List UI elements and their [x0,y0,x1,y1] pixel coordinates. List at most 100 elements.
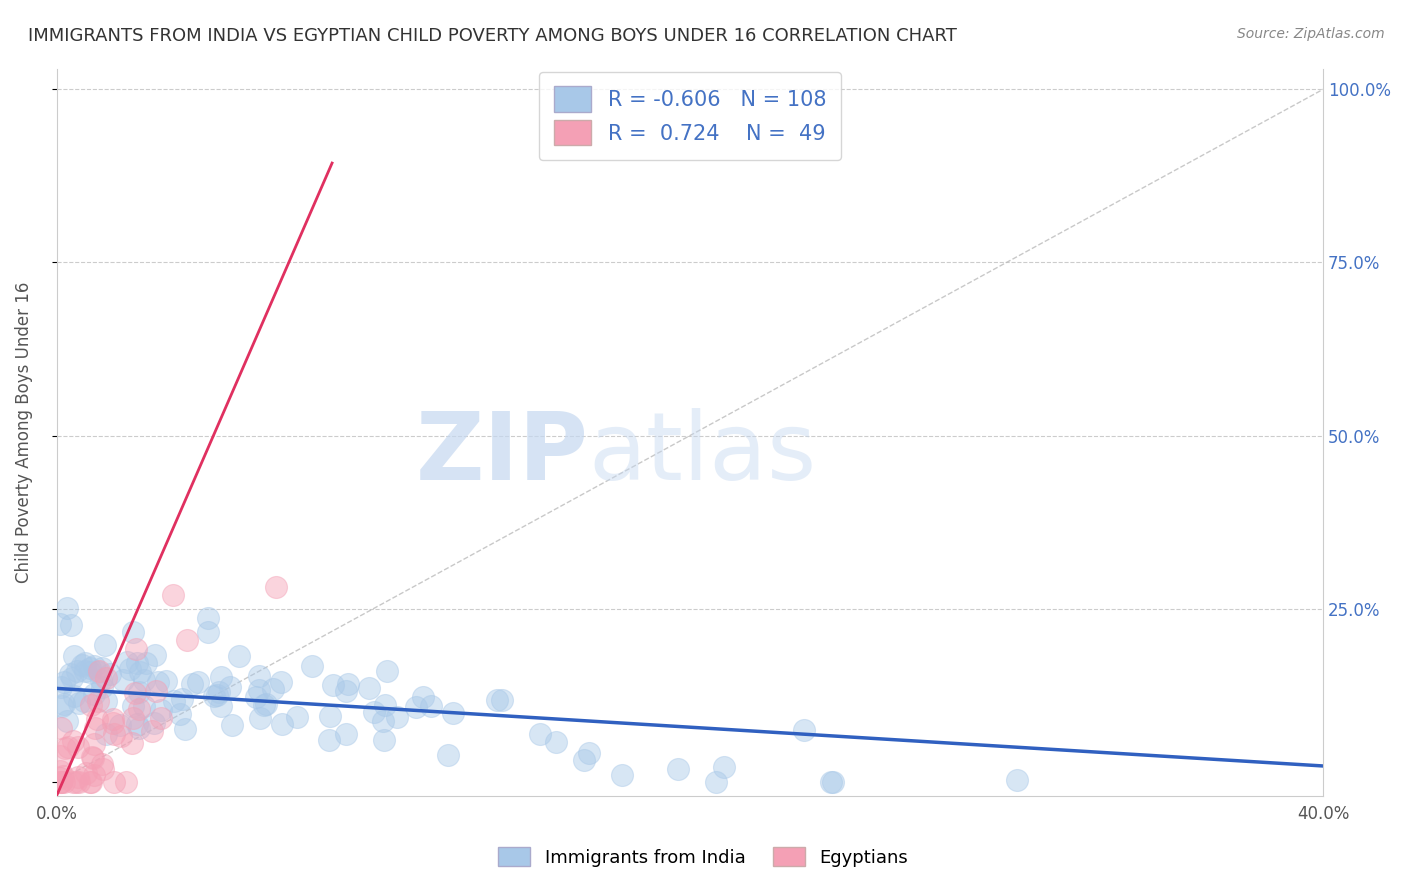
Point [180,677,202,691]
Point [87,664,110,678]
Point [83,658,105,673]
Point [60,671,83,685]
Point [75,765,97,780]
Point [373,733,395,747]
Point [150,711,173,725]
Point [91,757,114,772]
Point [544,735,567,749]
Point [124,642,146,657]
Point [335,683,357,698]
Point [91,762,114,776]
Point [51,775,73,789]
Point [405,700,427,714]
Point [245,690,267,704]
Point [83,768,105,782]
Point [228,649,250,664]
Point [127,656,149,670]
Point [52,675,75,690]
Point [337,677,360,691]
Point [197,625,219,640]
Point [49,749,72,764]
Point [122,625,145,640]
Point [51,775,73,789]
Point [170,692,193,706]
Point [73,664,96,678]
Point [51,698,73,713]
Point [132,673,155,688]
Point [666,762,689,776]
Text: ZIP: ZIP [416,408,589,500]
Point [412,690,434,704]
Legend: R = -0.606   N = 108, R =  0.724    N =  49: R = -0.606 N = 108, R = 0.724 N = 49 [538,71,841,160]
Point [65,775,87,789]
Point [1007,773,1029,788]
Point [118,662,141,676]
Point [176,633,198,648]
Point [98,667,121,681]
Point [73,694,96,708]
Point [486,693,509,707]
Point [132,699,155,714]
Point [441,706,464,720]
Text: Source: ZipAtlas.com: Source: ZipAtlas.com [1237,27,1385,41]
Point [56,740,79,755]
Point [125,717,148,731]
Point [287,710,309,724]
Point [94,694,117,708]
Point [373,698,395,713]
Point [115,775,138,789]
Point [197,610,219,624]
Point [56,601,79,615]
Point [115,655,138,669]
Point [59,667,82,681]
Point [79,661,101,675]
Point [67,696,90,710]
Point [262,682,284,697]
Point [209,670,232,684]
Point [122,699,145,714]
Point [124,686,146,700]
Point [103,775,125,789]
Point [86,694,108,708]
Point [149,703,172,717]
Point [75,656,97,670]
Point [163,694,186,708]
Point [90,673,112,688]
Point [174,722,197,736]
Legend: Immigrants from India, Egyptians: Immigrants from India, Egyptians [491,840,915,874]
Point [211,699,233,714]
Point [318,709,340,723]
Point [254,697,277,711]
Point [129,665,152,679]
Point [121,711,143,725]
Point [135,656,157,670]
Point [83,737,105,751]
Point [387,710,409,724]
Point [574,753,596,767]
Point [208,685,231,699]
Point [90,680,112,694]
Point [373,714,395,728]
Point [529,726,551,740]
Point [66,665,89,679]
Point [169,706,191,721]
Point [420,698,443,713]
Point [322,677,344,691]
Point [264,580,287,594]
Point [335,727,357,741]
Point [80,698,103,712]
Point [90,660,112,674]
Point [713,760,735,774]
Point [83,688,105,702]
Point [270,717,292,731]
Point [249,711,271,725]
Point [301,659,323,673]
Point [146,675,169,690]
Point [793,723,815,738]
Point [70,657,93,672]
Point [62,775,84,789]
Point [94,727,117,741]
Point [52,775,75,789]
Point [87,665,110,679]
Point [79,775,101,789]
